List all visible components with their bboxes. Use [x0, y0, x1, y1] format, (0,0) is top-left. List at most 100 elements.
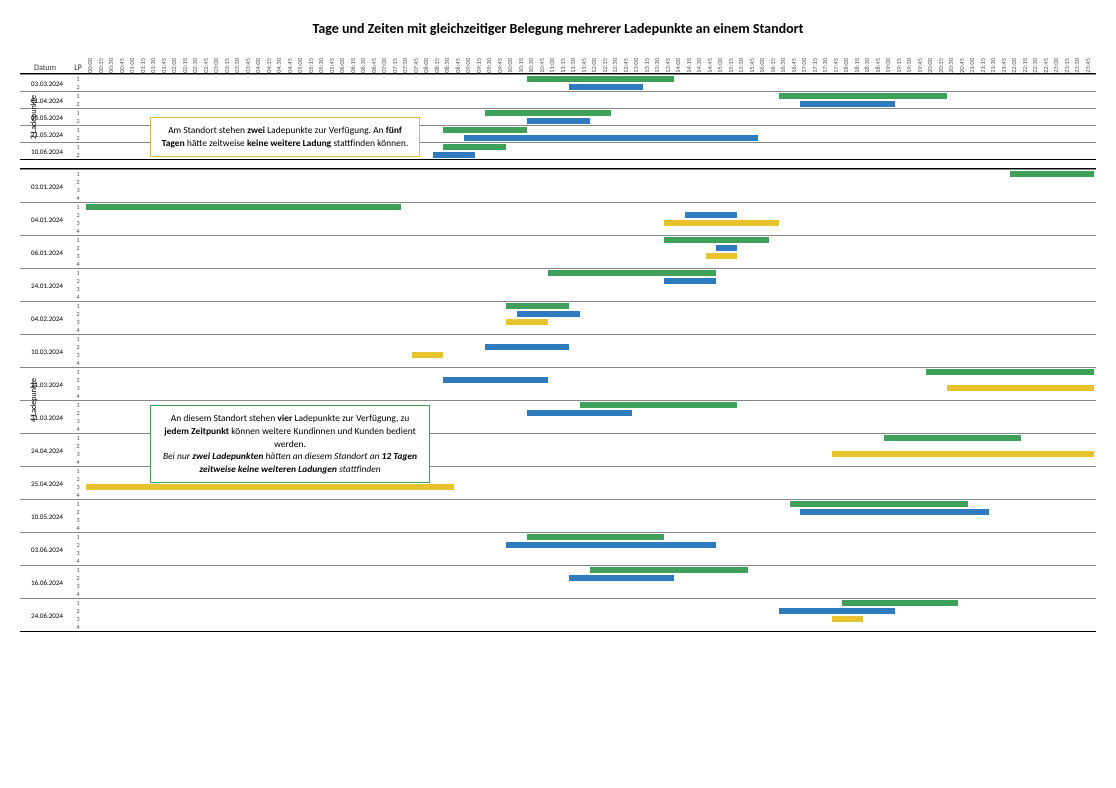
lp-number: 2	[70, 376, 86, 384]
day-label: 16.06.2024	[20, 566, 70, 598]
bar-row	[86, 566, 1096, 574]
lp-number: 2	[70, 244, 86, 252]
bar-row	[86, 557, 1096, 565]
bar-row	[86, 100, 1096, 108]
lp-number: 4	[70, 326, 86, 334]
bar-row	[86, 211, 1096, 219]
lp-column: 1234	[70, 203, 86, 235]
lp-number: 1	[70, 434, 86, 442]
gantt-bar	[433, 152, 475, 158]
bar-row	[86, 541, 1096, 549]
lp-column: 1234	[70, 566, 86, 598]
lp-number: 3	[70, 285, 86, 293]
lp-number: 1	[70, 335, 86, 343]
bar-row	[86, 285, 1096, 293]
lp-number: 4	[70, 392, 86, 400]
lp-number: 3	[70, 351, 86, 359]
time-label: 05:15	[307, 57, 318, 73]
lp-number: 1	[70, 109, 86, 117]
time-label: 11:00	[548, 57, 559, 73]
lp-number: 1	[70, 533, 86, 541]
lp-number: 4	[70, 359, 86, 367]
bar-row	[86, 384, 1096, 392]
time-label: 18:00	[842, 57, 853, 73]
day-label: 21.05.2024	[20, 126, 70, 142]
time-label: 14:15	[685, 57, 696, 73]
gantt-bar	[947, 385, 1094, 391]
time-label: 23:30	[1073, 57, 1084, 73]
time-label: 10:00	[506, 57, 517, 73]
bar-row	[86, 277, 1096, 285]
bar-row	[86, 524, 1096, 532]
bar-row	[86, 244, 1096, 252]
gantt-bar	[1010, 171, 1094, 177]
bar-row	[86, 236, 1096, 244]
time-label: 23:45	[1084, 57, 1095, 73]
bar-row	[86, 392, 1096, 400]
time-label: 02:30	[191, 57, 202, 73]
lp-number: 4	[70, 194, 86, 202]
gantt-bar	[485, 110, 611, 116]
gantt-bar	[569, 575, 674, 581]
day-label: 25.04.2024	[20, 467, 70, 499]
bar-row	[86, 92, 1096, 100]
lp-column: 12	[70, 126, 86, 142]
day-group: 24.01.20241234	[20, 268, 1096, 301]
lp-number: 2	[70, 117, 86, 125]
header-lp: LP	[70, 63, 86, 73]
gantt-bar	[716, 245, 737, 251]
time-label: 20:45	[958, 57, 969, 73]
bars-column	[86, 599, 1096, 631]
lp-number: 2	[70, 83, 86, 91]
time-label: 21:30	[989, 57, 1000, 73]
bar-row	[86, 351, 1096, 359]
lp-number: 1	[70, 368, 86, 376]
lp-number: 2	[70, 442, 86, 450]
time-label: 23:15	[1063, 57, 1074, 73]
lp-column: 1234	[70, 236, 86, 268]
day-group: 01.04.202412	[20, 91, 1096, 108]
bar-row	[86, 500, 1096, 508]
lp-number: 3	[70, 549, 86, 557]
bar-row	[86, 227, 1096, 235]
lp-number: 3	[70, 483, 86, 491]
gantt-bar	[664, 237, 769, 243]
time-label: 17:30	[821, 57, 832, 73]
time-label: 13:00	[632, 57, 643, 73]
bars-column	[86, 170, 1096, 202]
bar-row	[86, 109, 1096, 117]
time-label: 21:45	[1000, 57, 1011, 73]
time-label: 13:30	[653, 57, 664, 73]
lp-number: 4	[70, 458, 86, 466]
lp-number: 1	[70, 302, 86, 310]
time-label: 17:45	[832, 57, 843, 73]
lp-number: 4	[70, 557, 86, 565]
gantt-bar	[527, 76, 674, 82]
bars-column	[86, 203, 1096, 235]
time-label: 14:00	[674, 57, 685, 73]
section: 4 Ladepunkte03.01.2024123404.01.20241234…	[20, 168, 1096, 632]
bars-column	[86, 236, 1096, 268]
gantt-bar	[464, 135, 758, 141]
day-group: 24.06.20241234	[20, 598, 1096, 631]
lp-number: 3	[70, 615, 86, 623]
time-label: 16:45	[790, 57, 801, 73]
bar-row	[86, 269, 1096, 277]
lp-column: 12	[70, 143, 86, 159]
time-label: 00:00	[86, 57, 97, 73]
time-label: 12:30	[611, 57, 622, 73]
gantt-bar	[590, 567, 748, 573]
lp-column: 1234	[70, 599, 86, 631]
time-label: 18:15	[853, 57, 864, 73]
bars-column	[86, 302, 1096, 334]
time-label: 01:00	[128, 57, 139, 73]
day-label: 31.03.2024	[20, 401, 70, 433]
bar-row	[86, 359, 1096, 367]
bar-row	[86, 326, 1096, 334]
lp-number: 2	[70, 409, 86, 417]
time-label: 12:00	[590, 57, 601, 73]
bar-row	[86, 574, 1096, 582]
time-label: 08:00	[422, 57, 433, 73]
lp-column: 1234	[70, 533, 86, 565]
gantt-bar	[884, 435, 1021, 441]
